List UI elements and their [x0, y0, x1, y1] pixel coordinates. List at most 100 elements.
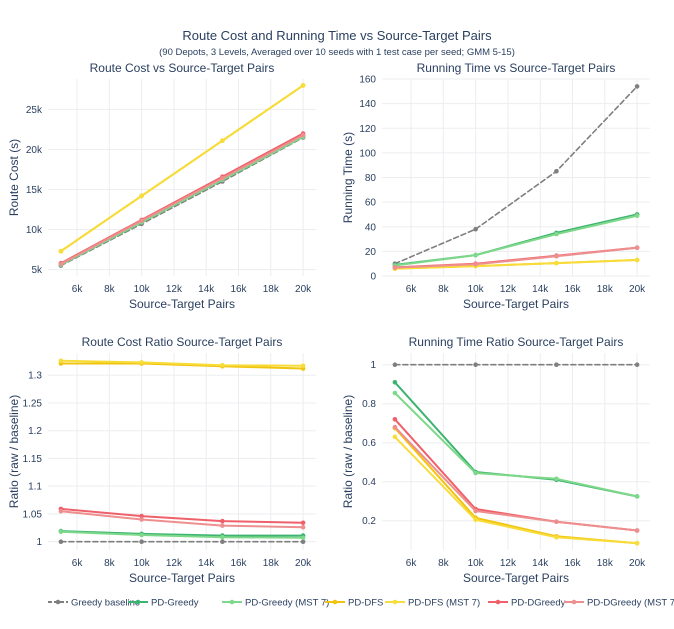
series-line-pd-dfs: [59, 362, 305, 370]
y-tick-label: 40: [365, 222, 377, 233]
series-line-pd-dfs-mst-7: [59, 84, 305, 253]
data-point-greedy-baseline: [58, 539, 64, 544]
data-point-greedy-baseline: [300, 539, 306, 544]
x-tick-label: 20k: [629, 284, 646, 295]
y-tick-label: 1.3: [28, 371, 42, 382]
data-point-pd-dfs-mst-7: [473, 517, 478, 523]
series-line-pd-greedy-mst-7: [59, 530, 305, 539]
data-point-pd-dfs-mst-7: [554, 260, 559, 266]
y-tick-label: 0.2: [362, 516, 376, 527]
x-tick-label: 10k: [468, 284, 485, 295]
series-line-pd-greedy-mst-7: [59, 135, 305, 266]
data-point-pd-dfs-mst-7: [58, 358, 64, 364]
x-tick-label: 18k: [263, 558, 280, 569]
series-line-pd-dfs-mst-7: [59, 359, 305, 367]
y-tick-label: 1.25: [23, 398, 43, 409]
data-point-pd-greedy-mst-7: [554, 476, 559, 482]
y-tick-label: 25k: [26, 105, 43, 116]
data-point-pd-dgreedy-mst-7: [220, 176, 225, 181]
chart-panel-3: 6k 8k 10k 12k 14k 16k 18k 20k 1 1.05 1.1 1.15 1.2 1.2…: [7, 335, 316, 585]
legend-item-pd-dgreedy[interactable]: PD-DGreedy: [488, 598, 566, 609]
data-point-pd-dfs-mst-7: [300, 363, 306, 369]
x-axis-label: Source-Target Pairs: [463, 297, 569, 311]
data-point-pd-dgreedy-mst-7: [554, 253, 559, 259]
figure-subtitle: (90 Depots, 3 Levels, Averaged over 10 s…: [159, 47, 515, 58]
data-point-pd-dgreedy-mst-7: [139, 218, 144, 223]
x-tick-label: 6k: [72, 284, 84, 295]
series-line-greedy-baseline: [60, 136, 304, 267]
legend-marker: [392, 599, 398, 605]
legend-item-pd-dgreedy-mst-7[interactable]: PD-DGreedy (MST 7): [564, 598, 674, 609]
data-point-pd-dfs-mst-7: [220, 362, 225, 368]
data-point-pd-dgreedy-mst-7: [58, 261, 64, 267]
y-axis-label: Ratio (raw / baseline): [7, 395, 21, 508]
panel-title: Route Cost Ratio Source-Target Pairs: [82, 335, 283, 349]
y-tick-label: 1.1: [28, 482, 42, 493]
data-point-pd-dfs-mst-7: [634, 540, 640, 546]
legend-item-pd-dfs[interactable]: PD-DFS: [325, 598, 383, 609]
chart-panel-2: 6k 8k 10k 12k 14k 16k 18k 20k 0 20 40 60 80 100 120 140…: [341, 61, 650, 311]
data-point-pd-dfs-mst-7: [300, 83, 306, 88]
y-tick-label: 0: [370, 272, 376, 283]
x-tick-label: 6k: [72, 558, 84, 569]
x-tick-label: 16k: [564, 558, 581, 569]
y-tick-label: 1.2: [28, 426, 42, 437]
x-tick-label: 6k: [406, 284, 418, 295]
legend-label: PD-Greedy: [151, 598, 199, 609]
data-point-pd-dfs-mst-7: [220, 138, 225, 143]
x-axis-label: Source-Target Pairs: [129, 571, 235, 585]
series-line-pd-dgreedy: [59, 507, 305, 524]
x-tick-label: 8k: [104, 558, 116, 569]
legend-item-pd-greedy[interactable]: PD-Greedy: [128, 598, 199, 609]
plot-area: [48, 79, 316, 276]
y-tick-label: 5k: [31, 265, 43, 276]
data-point-greedy-baseline: [634, 84, 640, 89]
data-point-pd-dfs-mst-7: [554, 535, 559, 540]
data-point-pd-dgreedy-mst-7: [634, 245, 640, 250]
legend-label: PD-Greedy (MST 7): [245, 598, 329, 609]
data-point-greedy-baseline: [554, 169, 559, 174]
legend-label: PD-DFS: [348, 598, 383, 609]
data-point-pd-greedy-mst-7: [473, 252, 478, 258]
data-point-greedy-baseline: [634, 362, 640, 368]
y-tick-label: 0.4: [362, 477, 376, 488]
data-point-pd-greedy-mst-7: [139, 532, 144, 538]
x-axis-label: Source-Target Pairs: [129, 297, 235, 311]
data-point-pd-dgreedy-mst-7: [300, 132, 306, 138]
x-tick-label: 20k: [295, 284, 312, 295]
data-point-pd-dfs-mst-7: [634, 257, 640, 263]
chart-panel-1: 6k 8k 10k 12k 14k 16k 18k 20k 5k 10k 15k 20k 25k Rout…: [7, 61, 316, 311]
x-tick-label: 20k: [295, 558, 312, 569]
data-point-pd-dgreedy-mst-7: [634, 528, 640, 533]
data-point-greedy-baseline: [392, 362, 398, 368]
data-point-pd-greedy-mst-7: [300, 535, 306, 541]
data-point-pd-greedy-mst-7: [58, 529, 64, 534]
x-tick-label: 8k: [438, 558, 450, 569]
data-point-pd-dfs-mst-7: [139, 360, 144, 365]
x-tick-label: 14k: [532, 558, 549, 569]
y-tick-label: 120: [359, 124, 376, 135]
legend-marker: [571, 599, 577, 605]
legend-item-greedy-baseline[interactable]: Greedy baseline: [48, 598, 140, 609]
data-point-pd-dgreedy: [392, 417, 398, 422]
series-line-pd-dgreedy-mst-7: [393, 426, 639, 532]
x-tick-label: 18k: [263, 284, 280, 295]
data-point-pd-dfs-mst-7: [392, 434, 398, 440]
data-point-pd-greedy-mst-7: [634, 494, 640, 499]
data-point-pd-dgreedy: [300, 520, 306, 526]
data-point-pd-dgreedy-mst-7: [300, 524, 306, 530]
plot-area: [48, 353, 316, 550]
chart-panels: 6k 8k 10k 12k 14k 16k 18k 20k5k10k15k20k25kRout…: [7, 61, 650, 585]
legend[interactable]: Greedy baseline PD-Greedy PD-Greedy (MST 7…: [48, 598, 674, 609]
data-point-pd-dgreedy-mst-7: [220, 523, 225, 528]
panel-title: Running Time vs Source-Target Pairs: [417, 61, 616, 75]
legend-item-pd-greedy-mst-7[interactable]: PD-Greedy (MST 7): [222, 598, 329, 609]
legend-marker: [229, 599, 235, 605]
series-line-pd-dgreedy-mst-7: [59, 510, 305, 529]
x-tick-label: 12k: [166, 558, 183, 569]
series-line-pd-dfs-mst-7: [393, 435, 639, 545]
legend-item-pd-dfs-mst-7[interactable]: PD-DFS (MST 7): [385, 598, 480, 609]
data-point-pd-greedy: [392, 380, 398, 385]
x-tick-label: 18k: [597, 284, 614, 295]
